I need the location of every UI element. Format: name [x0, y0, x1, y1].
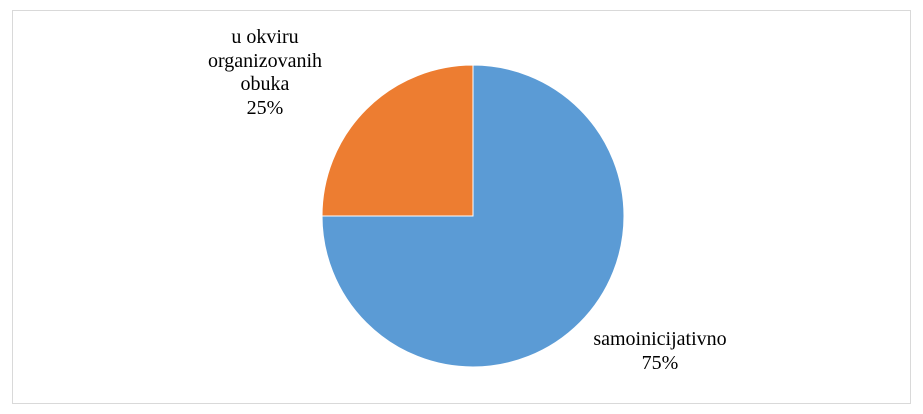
slice-label: u okviru organizovanih obuka 25% [195, 26, 335, 120]
category-label: u okviru organizovanih obuka [207, 26, 323, 95]
category-label: samoinicijativno [593, 328, 727, 350]
pie-slice [321, 64, 474, 217]
value-label: 75% [641, 351, 679, 374]
pie-slice [321, 64, 625, 368]
value-label: 25% [246, 96, 284, 119]
slice-label: samoinicijativno 75% [560, 328, 760, 375]
